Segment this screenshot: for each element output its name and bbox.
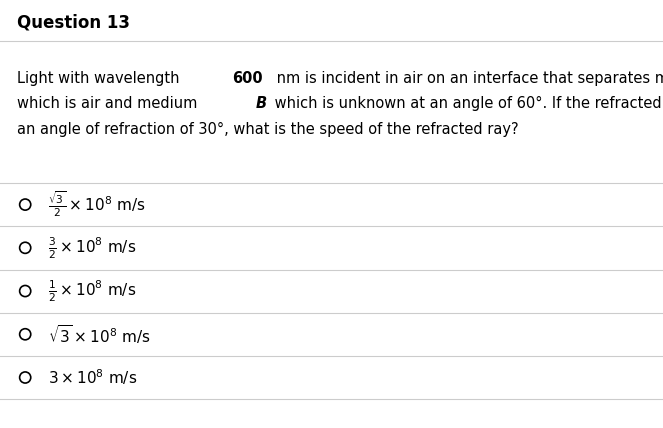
Text: $\frac{\sqrt{3}}{2} \times 10^8$ m/s: $\frac{\sqrt{3}}{2} \times 10^8$ m/s bbox=[48, 190, 145, 220]
Text: $3 \times 10^8$ m/s: $3 \times 10^8$ m/s bbox=[48, 368, 137, 387]
Text: $\frac{3}{2} \times 10^8$ m/s: $\frac{3}{2} \times 10^8$ m/s bbox=[48, 235, 136, 261]
Text: Question 13: Question 13 bbox=[17, 13, 129, 31]
Text: nm is incident in air on an interface that separates medium: nm is incident in air on an interface th… bbox=[272, 71, 663, 86]
Text: an angle of refraction of 30°, what is the speed of the refracted ray?: an angle of refraction of 30°, what is t… bbox=[17, 122, 518, 137]
Text: B: B bbox=[255, 96, 267, 111]
Text: $\frac{1}{2} \times 10^8$ m/s: $\frac{1}{2} \times 10^8$ m/s bbox=[48, 278, 136, 304]
Text: 600: 600 bbox=[232, 71, 263, 86]
Text: $\sqrt{3} \times 10^8$ m/s: $\sqrt{3} \times 10^8$ m/s bbox=[48, 323, 151, 346]
Text: which is unknown at an angle of 60°. If the refracted ray has: which is unknown at an angle of 60°. If … bbox=[270, 96, 663, 111]
Text: Light with wavelength: Light with wavelength bbox=[17, 71, 184, 86]
Text: which is air and medium: which is air and medium bbox=[17, 96, 202, 111]
